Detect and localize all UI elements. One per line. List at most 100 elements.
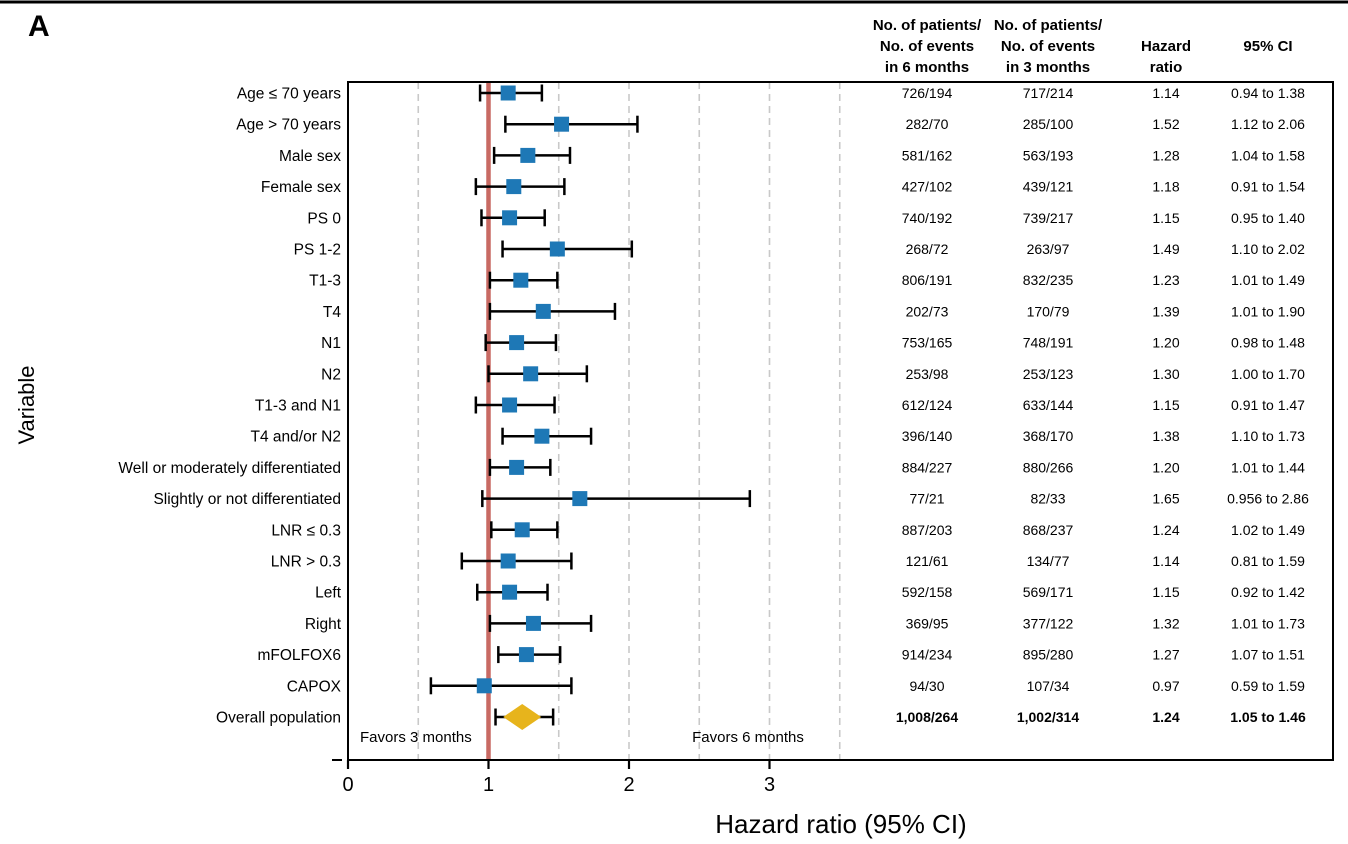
row-label: PS 0 [307, 210, 341, 227]
forest-row: Age > 70 years 282/70 285/100 1.52 1.12 to 2… [236, 115, 1305, 134]
cell-patients-3mo: 439/121 [1023, 179, 1074, 195]
cell-patients-6mo: 1,008/264 [896, 709, 958, 725]
cell-ci: 0.956 to 2.86 [1227, 491, 1309, 507]
x-tick-label: 3 [764, 774, 775, 796]
forest-rows: Age ≤ 70 years 726/194 717/214 1.14 0.94 to … [118, 84, 1309, 730]
hr-square-marker [520, 147, 536, 163]
row-label: CAPOX [287, 678, 342, 695]
plot-frame-group [332, 81, 1334, 761]
hr-square-marker [513, 272, 529, 288]
row-label: Age > 70 years [236, 117, 341, 134]
cell-patients-6mo: 612/124 [902, 397, 953, 413]
hr-square-marker [506, 179, 522, 195]
cell-ci: 0.92 to 1.42 [1231, 584, 1305, 600]
cell-patients-6mo: 268/72 [906, 241, 949, 257]
cell-patients-3mo: 633/144 [1023, 397, 1074, 413]
cell-ci: 1.10 to 1.73 [1231, 428, 1305, 444]
cell-ci: 0.91 to 1.47 [1231, 397, 1305, 413]
panel-label: A [28, 10, 50, 43]
favors-left-label: Favors 3 months [360, 729, 472, 746]
cell-patients-3mo: 134/77 [1027, 553, 1070, 569]
hr-square-marker [534, 428, 550, 444]
cell-patients-3mo: 368/170 [1023, 428, 1074, 444]
cell-patients-6mo: 592/158 [902, 584, 953, 600]
cell-ci: 1.07 to 1.51 [1231, 647, 1305, 663]
hr-square-marker [476, 678, 492, 694]
cell-hazard-ratio: 1.27 [1152, 647, 1179, 663]
forest-row: mFOLFOX6 914/234 895/280 1.27 1.07 to 1.51 [257, 646, 1305, 664]
hr-square-marker [572, 491, 588, 507]
forest-row: Right 369/95 377/122 1.32 1.01 to 1.73 [305, 614, 1305, 633]
cell-patients-6mo: 282/70 [906, 116, 949, 132]
cell-ci: 0.91 to 1.54 [1231, 179, 1305, 195]
column-header-line: No. of events [880, 38, 974, 55]
hr-square-marker [502, 584, 518, 600]
x-axis: 0 1 2 3 [342, 760, 775, 796]
cell-hazard-ratio: 1.49 [1152, 241, 1179, 257]
cell-ci: 1.01 to 1.44 [1231, 459, 1305, 475]
cell-patients-6mo: 396/140 [902, 428, 953, 444]
cell-hazard-ratio: 1.15 [1152, 210, 1179, 226]
cell-patients-6mo: 806/191 [902, 272, 953, 288]
row-label: mFOLFOX6 [257, 647, 341, 664]
column-header-line: 95% CI [1243, 38, 1292, 55]
hr-square-marker [502, 210, 518, 226]
cell-patients-3mo: 253/123 [1023, 366, 1074, 382]
cell-patients-3mo: 868/237 [1023, 522, 1074, 538]
cell-patients-6mo: 427/102 [902, 179, 953, 195]
forest-row: Well or moderately differentiated 884/227… [118, 458, 1305, 477]
hr-square-marker [500, 85, 516, 101]
cell-patients-6mo: 369/95 [906, 615, 949, 631]
cell-patients-3mo: 880/266 [1023, 459, 1074, 475]
row-label: LNR ≤ 0.3 [271, 522, 341, 539]
cell-hazard-ratio: 1.15 [1152, 397, 1179, 413]
cell-ci: 1.02 to 1.49 [1231, 522, 1305, 538]
hr-square-marker [514, 522, 530, 538]
forest-row: T4 202/73 170/79 1.39 1.01 to 1.90 [323, 302, 1305, 321]
cell-hazard-ratio: 1.23 [1152, 272, 1179, 288]
forest-row: N1 753/165 748/191 1.20 0.98 to 1.48 [321, 334, 1305, 352]
cell-hazard-ratio: 1.18 [1152, 179, 1179, 195]
cell-ci: 0.98 to 1.48 [1231, 335, 1305, 351]
x-axis-title: Hazard ratio (95% CI) [715, 809, 966, 839]
cell-patients-3mo: 717/214 [1023, 85, 1074, 101]
favors-right-label: Favors 6 months [692, 729, 804, 746]
row-label: Well or moderately differentiated [118, 460, 341, 477]
row-label: LNR > 0.3 [271, 554, 341, 571]
cell-hazard-ratio: 1.65 [1152, 491, 1179, 507]
hr-square-marker [509, 335, 525, 351]
cell-patients-3mo: 285/100 [1023, 116, 1074, 132]
cell-ci: 0.81 to 1.59 [1231, 553, 1305, 569]
cell-ci: 0.59 to 1.59 [1231, 678, 1305, 694]
cell-hazard-ratio: 1.20 [1152, 459, 1179, 475]
y-axis-title: Variable [14, 365, 39, 444]
cell-patients-6mo: 914/234 [902, 647, 953, 663]
hr-square-marker [523, 366, 539, 382]
row-label: T1-3 [309, 273, 341, 290]
forest-row: T4 and/or N2 396/140 368/170 1.38 1.10 to 1.… [251, 427, 1305, 446]
forest-row: Male sex 581/162 563/193 1.28 1.04 to 1.58 [279, 146, 1305, 165]
column-header-line: in 3 months [1006, 59, 1090, 76]
cell-ci: 1.10 to 2.02 [1231, 241, 1305, 257]
forest-row: PS 0 740/192 739/217 1.15 0.95 to 1.40 [307, 209, 1305, 227]
cell-hazard-ratio: 1.39 [1152, 303, 1179, 319]
x-tick-label: 2 [623, 774, 634, 796]
plot-frame [347, 81, 1334, 761]
forest-row: Female sex 427/102 439/121 1.18 0.91 to 1.54 [261, 178, 1305, 196]
row-label: Right [305, 616, 342, 633]
cell-ci: 1.01 to 1.49 [1231, 272, 1305, 288]
hr-square-marker [554, 116, 570, 132]
cell-patients-3mo: 563/193 [1023, 147, 1074, 163]
cell-hazard-ratio: 1.28 [1152, 147, 1179, 163]
column-header-line: ratio [1150, 59, 1183, 76]
forest-row: Left 592/158 569/171 1.15 0.92 to 1.42 [315, 583, 1305, 602]
forest-row: Age ≤ 70 years 726/194 717/214 1.14 0.94 to … [237, 84, 1305, 103]
cell-patients-3mo: 377/122 [1023, 615, 1074, 631]
cell-patients-6mo: 253/98 [906, 366, 949, 382]
cell-hazard-ratio: 1.30 [1152, 366, 1179, 382]
cell-patients-6mo: 202/73 [906, 303, 949, 319]
cell-hazard-ratio: 1.38 [1152, 428, 1179, 444]
forest-row: T1-3 806/191 832/235 1.23 1.01 to 1.49 [309, 271, 1305, 290]
row-label: T4 [323, 304, 341, 321]
